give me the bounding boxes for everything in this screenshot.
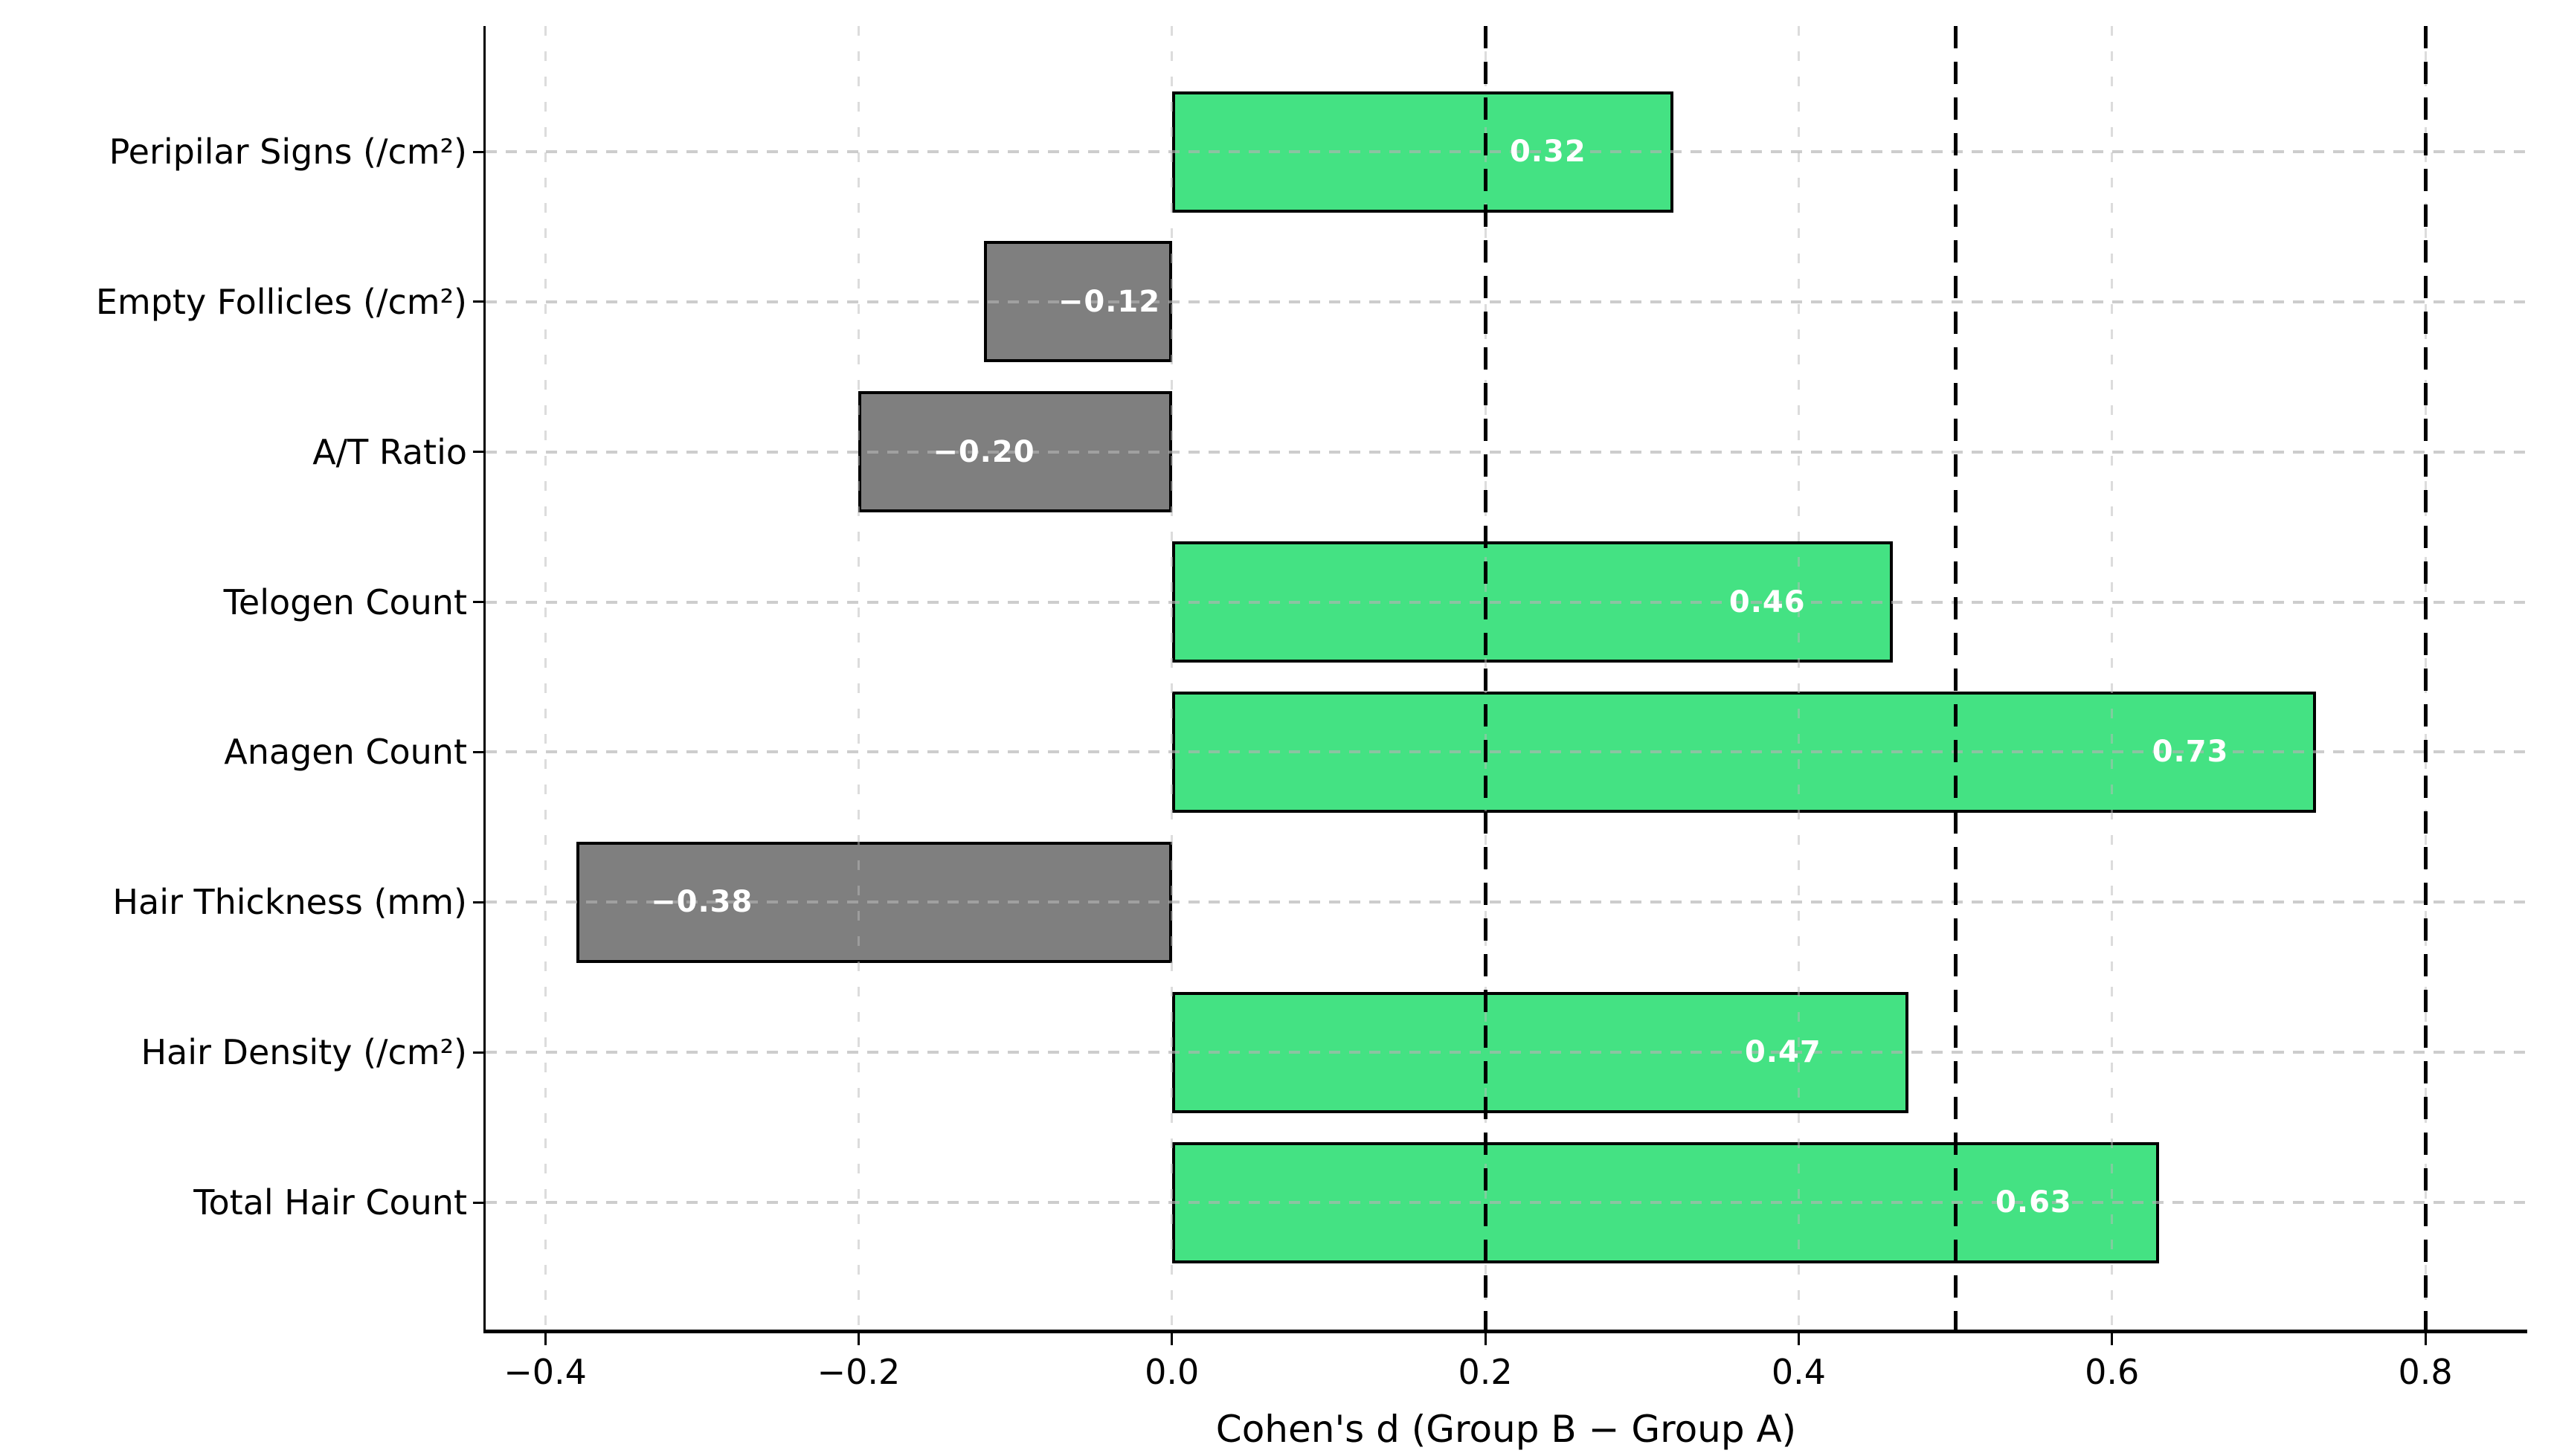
x-axis-tick-label: 0.8	[2398, 1352, 2453, 1392]
y-axis-tick	[473, 901, 486, 903]
x-axis-tick	[2424, 1333, 2427, 1345]
bar-value-label: 0.73	[2152, 735, 2229, 770]
x-axis-tick	[1171, 1333, 1174, 1345]
horizontal-gridline-row7	[486, 1051, 2527, 1054]
vertical-gridline-0.4	[1797, 26, 1800, 1330]
bar-value-label: 0.63	[1995, 1185, 2072, 1220]
effect-size-threshold-line-0.5	[1953, 26, 1958, 1330]
bar-value-label: 0.47	[1744, 1035, 1821, 1070]
x-axis-tick	[2111, 1333, 2114, 1345]
y-axis-category-label: Hair Density (/cm²)	[141, 1032, 467, 1073]
x-axis-tick	[544, 1333, 547, 1345]
horizontal-gridline-row3	[486, 450, 2527, 454]
y-axis-category-label: Anagen Count	[224, 732, 467, 773]
y-axis-tick	[473, 750, 486, 753]
vertical-gridline-−0.2	[857, 26, 860, 1330]
y-axis-tick	[473, 451, 486, 454]
y-axis-line	[483, 26, 486, 1332]
x-axis-tick-label: −0.4	[504, 1352, 587, 1392]
effect-size-threshold-line-0.2	[1483, 26, 1487, 1330]
y-axis-category-label: Total Hair Count	[193, 1182, 467, 1223]
horizontal-gridline-row2	[486, 300, 2527, 303]
y-axis-tick	[473, 150, 486, 153]
x-axis-tick	[1484, 1333, 1487, 1345]
x-axis-tick-label: 0.4	[1771, 1352, 1826, 1392]
plot-area: 0.32 −0.12 −0.20 0.46 0.73 −0.38 0.47 0.63	[486, 26, 2527, 1330]
x-axis-title: Cohen's d (Group B − Group A)	[1215, 1408, 1797, 1451]
y-axis-category-label: Peripilar Signs (/cm²)	[109, 132, 467, 172]
bar-value-label: 0.46	[1728, 584, 1806, 619]
x-axis-tick-label: 0.6	[2085, 1352, 2140, 1392]
x-axis-tick-label: 0.2	[1458, 1352, 1513, 1392]
bar-value-label: −0.38	[651, 885, 753, 920]
vertical-gridline-−0.4	[544, 26, 547, 1330]
horizontal-gridline-row4	[486, 600, 2527, 604]
vertical-gridline-0.0	[1171, 26, 1174, 1330]
y-axis-category-label: Telogen Count	[223, 582, 467, 622]
horizontal-gridline-row1	[486, 150, 2527, 153]
horizontal-gridline-row5	[486, 750, 2527, 754]
bar-value-label: −0.20	[933, 434, 1035, 469]
y-axis-category-label: A/T Ratio	[312, 431, 467, 472]
x-axis-tick	[857, 1333, 860, 1345]
y-axis-tick	[473, 1201, 486, 1204]
bar-value-label: −0.12	[1058, 284, 1161, 319]
bar-value-label: 0.32	[1509, 135, 1586, 169]
vertical-gridline-0.6	[2111, 26, 2114, 1330]
y-axis-tick	[473, 1051, 486, 1054]
horizontal-gridline-row6	[486, 901, 2527, 904]
horizontal-gridline-row8	[486, 1201, 2527, 1205]
x-axis-tick-label: −0.2	[817, 1352, 901, 1392]
y-axis-category-label: Empty Follicles (/cm²)	[95, 281, 467, 322]
effect-size-threshold-line-0.8	[2423, 26, 2428, 1330]
y-axis-category-label: Hair Thickness (mm)	[112, 882, 467, 923]
y-axis-tick	[473, 601, 486, 604]
x-axis-tick-label: 0.0	[1145, 1352, 1200, 1392]
y-axis-tick	[473, 300, 486, 303]
x-axis-line	[483, 1330, 2527, 1333]
x-axis-tick	[1797, 1333, 1800, 1345]
